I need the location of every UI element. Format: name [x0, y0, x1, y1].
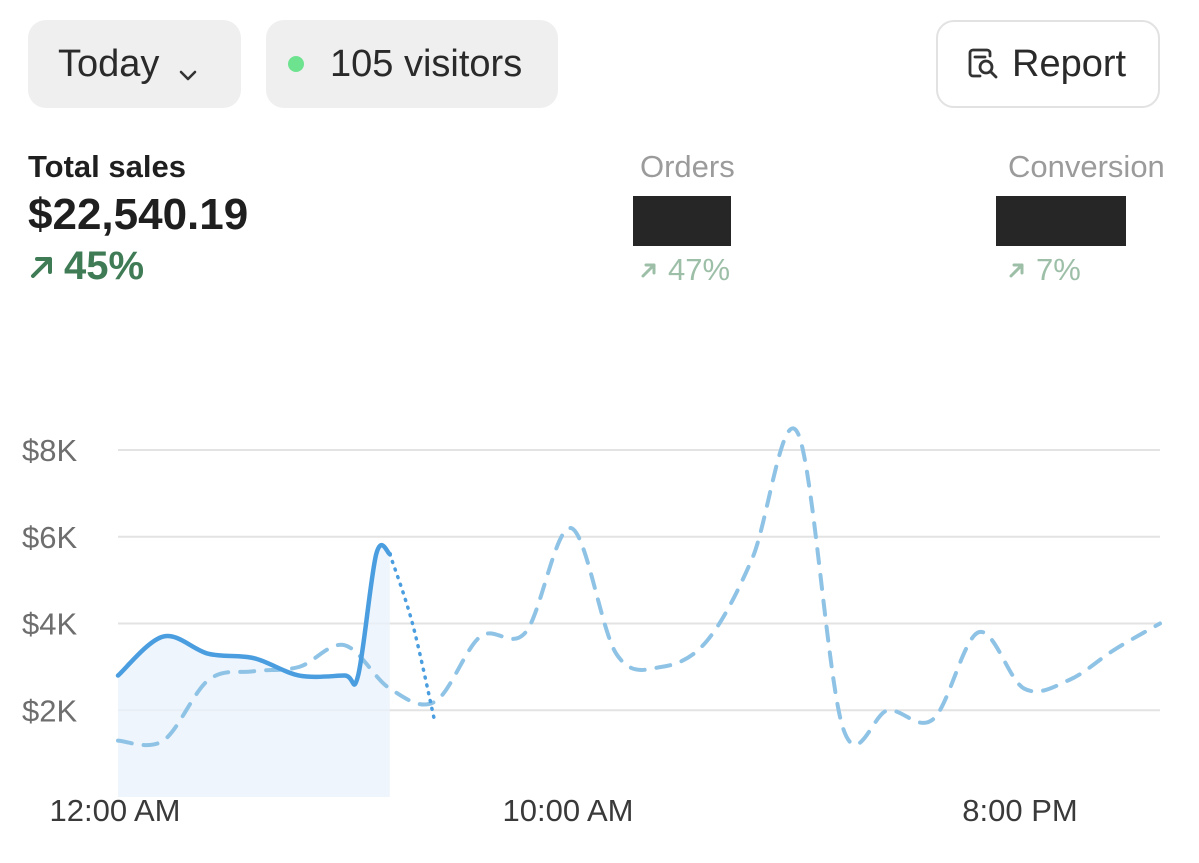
report-label: Report [1012, 42, 1127, 85]
y-tick-label: $4K [22, 607, 77, 642]
metric-label: Orders [640, 149, 735, 184]
current-series-projection [388, 552, 437, 726]
y-tick-label: $6K [22, 520, 77, 555]
metric-conversion[interactable]: Conversion 7% [996, 149, 1165, 288]
x-tick-label: 8:00 PM [962, 793, 1077, 828]
arrow-up-right-icon [641, 263, 656, 278]
arrow-up-right-icon [31, 256, 52, 278]
metric-orders[interactable]: Orders 47% [633, 149, 735, 288]
metric-value: $22,540.19 [28, 190, 249, 239]
x-tick-label: 10:00 AM [503, 793, 634, 828]
live-status-dot [288, 56, 304, 72]
y-tick-label: $2K [22, 693, 77, 728]
x-tick-label: 12:00 AM [50, 793, 181, 828]
visitors-count: 105 visitors [330, 42, 523, 85]
metric-total-sales[interactable]: Total sales $22,540.19 45% [28, 150, 248, 289]
redacted-value [996, 196, 1126, 246]
date-range-label: Today [58, 42, 160, 85]
date-range-dropdown[interactable]: Today [28, 20, 241, 108]
current-series-line [115, 542, 393, 687]
metric-change: 7% [1008, 252, 1165, 288]
redacted-value [633, 196, 731, 246]
live-visitors-badge[interactable]: 105 visitors [266, 20, 558, 108]
metric-change-value: 7% [1036, 252, 1081, 287]
metric-label: Total sales [28, 149, 186, 184]
chevron-down-icon [177, 53, 199, 81]
arrow-up-right-icon [1009, 263, 1024, 278]
metric-change-value: 47% [668, 252, 731, 287]
metric-change: 47% [640, 252, 735, 288]
y-tick-label: $8K [22, 433, 77, 468]
report-search-icon [968, 48, 998, 79]
metric-change-value: 45% [64, 244, 145, 288]
metric-change: 45% [28, 244, 248, 289]
report-button[interactable]: Report [936, 20, 1160, 108]
metric-label: Conversion [1008, 149, 1165, 184]
sales-line-chart: $2K $4K $6K $8K 12:00 AM 10:00 AM 8:00 PM [22, 426, 1162, 828]
comparison-series-line [116, 426, 1162, 748]
